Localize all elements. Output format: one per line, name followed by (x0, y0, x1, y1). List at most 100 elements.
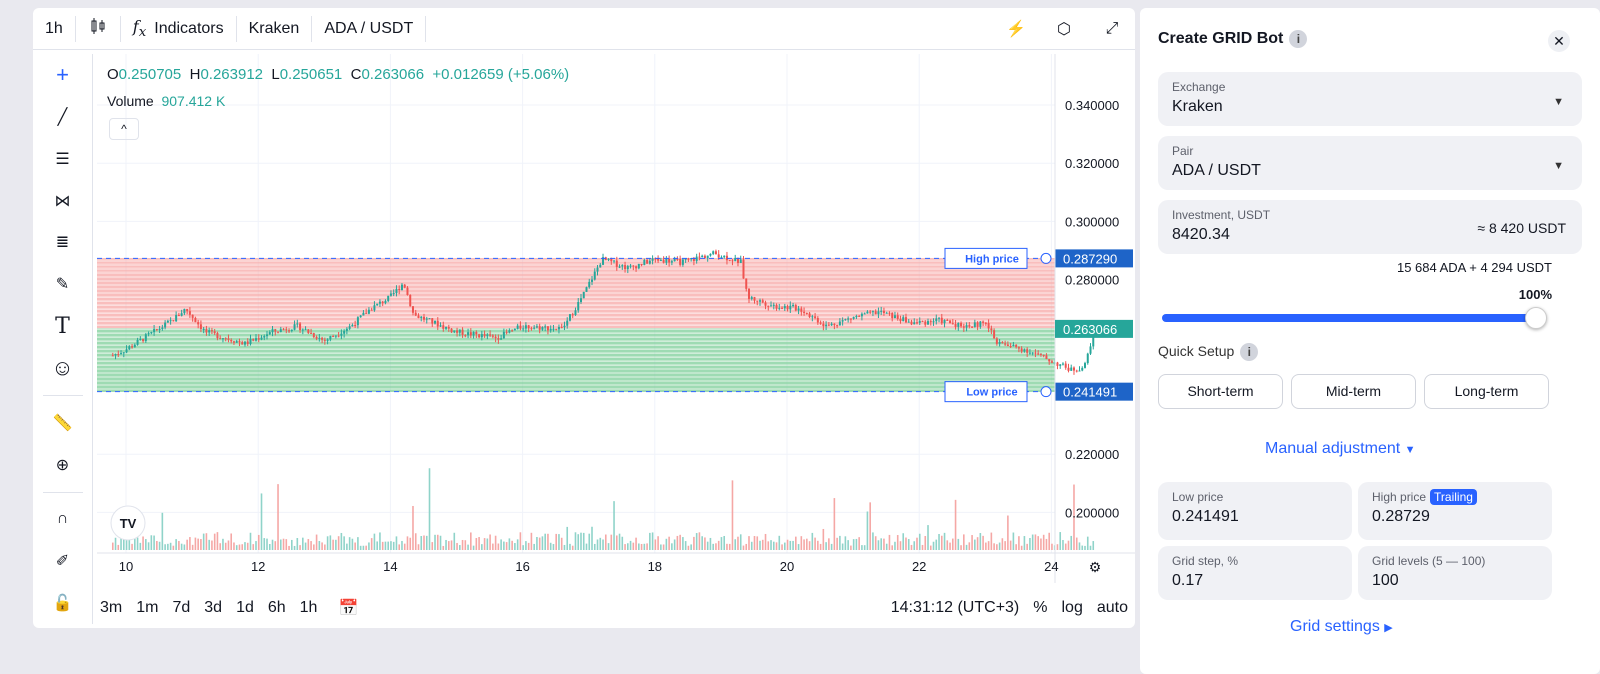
date-range-icon[interactable]: 📅 (338, 600, 359, 617)
candle (318, 337, 321, 339)
volume-bar (219, 543, 221, 550)
volume-bar (296, 538, 299, 550)
magnet-icon[interactable]: ∩ (56, 510, 69, 528)
brush-icon[interactable]: ✎ (55, 276, 70, 294)
fullscreen-icon[interactable]: ⤢ (1105, 20, 1119, 37)
candle (899, 318, 902, 322)
last-price-text: 0.263066 (1063, 322, 1117, 337)
candle (921, 320, 924, 322)
candle (1064, 363, 1067, 368)
indicators-button[interactable]: fx Indicators (121, 15, 237, 42)
ruler-icon[interactable]: 📏 (52, 414, 73, 432)
pattern-icon[interactable]: ⋈ (54, 192, 71, 210)
quick-search-icon[interactable]: ⚡ (1006, 21, 1026, 38)
candle (136, 339, 139, 345)
grid-settings-toggle[interactable]: Grid settings ▶ (1290, 618, 1393, 636)
text-icon[interactable]: T (55, 313, 70, 339)
slider-handle[interactable] (1525, 307, 1547, 329)
emoji-icon[interactable]: ☺ (51, 354, 74, 380)
collapse-legend-button[interactable]: ^ (109, 118, 139, 140)
zoom-in-icon[interactable]: ⊕ (55, 456, 70, 474)
candle (202, 329, 205, 331)
short-term-button[interactable]: Short-term (1158, 374, 1283, 409)
horizontal-lines-icon[interactable]: ☰ (55, 150, 70, 168)
candle (227, 338, 230, 340)
lock-drawing-icon[interactable]: ✐ (55, 553, 70, 571)
volume-bar (615, 535, 618, 550)
info-icon[interactable]: i (1240, 343, 1259, 361)
candle (475, 331, 478, 335)
volume-bar (954, 499, 957, 550)
range-3m[interactable]: 3m (100, 599, 123, 616)
candle (712, 251, 715, 254)
high-price-input[interactable]: High price Trailing 0.28729 (1358, 482, 1552, 540)
clock[interactable]: 14:31:12 (UTC+3) (890, 599, 1020, 616)
fib-icon[interactable]: ≣ (55, 234, 70, 252)
pair-select[interactable]: Pair ADA / USDT ▼ (1158, 136, 1582, 190)
grid-step-input[interactable]: Grid step, % 0.17 (1158, 546, 1352, 600)
candle (497, 338, 500, 340)
investment-slider[interactable] (1162, 314, 1536, 322)
manual-adjustment-toggle[interactable]: Manual adjustment ▼ (1265, 440, 1416, 458)
last-price-tag (1055, 319, 1133, 338)
range-6h[interactable]: 6h (267, 599, 286, 616)
candle (425, 318, 428, 320)
settings-hex-icon[interactable]: ⬡ (1057, 21, 1071, 38)
candle (191, 314, 194, 318)
percent-toggle[interactable]: % (1033, 599, 1048, 616)
volume-bar (263, 538, 266, 550)
exchange-select[interactable]: Exchange Kraken ▼ (1158, 72, 1582, 126)
candle (927, 321, 930, 325)
pair-button[interactable]: ADA / USDT (312, 15, 427, 42)
mid-term-button[interactable]: Mid-term (1291, 374, 1416, 409)
investment-label: Investment, USDT (1172, 208, 1271, 222)
range-3d[interactable]: 3d (204, 599, 223, 616)
candle (891, 312, 894, 319)
volume-bar (704, 537, 706, 550)
volume-bar (403, 543, 406, 550)
close-button[interactable]: ✕ (1548, 30, 1570, 52)
volume-bar (624, 544, 626, 550)
price-tick: 0.220000 (1065, 447, 1119, 462)
exchange-field-label: Exchange (1172, 80, 1226, 94)
volume-bar (186, 539, 188, 550)
price-chart[interactable]: High price 0.287290 Low price 0.241491 0.340… (33, 8, 1135, 588)
volume-bar (759, 540, 761, 550)
candle (530, 328, 533, 330)
range-1m[interactable]: 1m (136, 599, 159, 616)
candle (794, 305, 797, 311)
candle (563, 325, 566, 328)
candle (847, 318, 850, 320)
candle (816, 318, 819, 323)
grid-levels-input[interactable]: Grid levels (5 — 100) 100 (1358, 546, 1552, 600)
range-1h[interactable]: 1h (299, 599, 318, 616)
crosshair-icon[interactable]: + (56, 61, 69, 87)
candle (533, 327, 536, 329)
range-7d[interactable]: 7d (172, 599, 191, 616)
range-1d[interactable]: 1d (236, 599, 254, 616)
log-toggle[interactable]: log (1061, 599, 1083, 616)
trend-line-icon[interactable]: ╱ (57, 108, 68, 126)
candle (929, 321, 932, 323)
volume-bar (439, 535, 442, 550)
volume-bar (591, 526, 593, 550)
lock-icon[interactable]: 🔓 (52, 595, 73, 613)
exchange-button[interactable]: Kraken (237, 15, 313, 42)
interval-button[interactable]: 1h (33, 15, 76, 42)
candle (307, 329, 310, 333)
trailing-badge[interactable]: Trailing (1430, 489, 1477, 505)
volume-bar (387, 541, 389, 550)
volume-bar (489, 534, 491, 550)
long-term-button[interactable]: Long-term (1424, 374, 1549, 409)
chart-type-button[interactable] (76, 15, 121, 42)
low-price-input[interactable]: Low price 0.241491 (1158, 482, 1352, 540)
auto-toggle[interactable]: auto (1096, 599, 1128, 616)
volume-bar (500, 539, 502, 550)
candle (354, 325, 357, 327)
info-icon[interactable]: i (1289, 30, 1308, 48)
volume-bar (486, 538, 489, 550)
volume-bar (147, 542, 150, 550)
candle (332, 336, 335, 338)
pair-field-value: ADA / USDT (1172, 162, 1261, 179)
investment-input[interactable]: Investment, USDT 8420.34 ≈ 8 420 USDT (1158, 200, 1582, 254)
